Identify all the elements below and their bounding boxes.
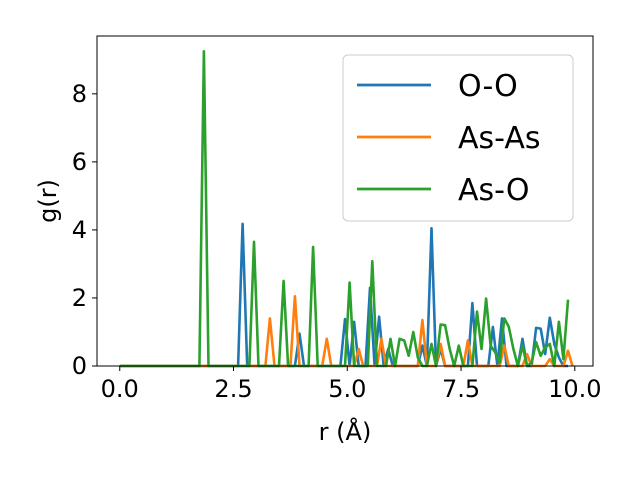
y-tick-label: 0 [72, 352, 87, 380]
legend-label-as-as: As-As [458, 121, 540, 156]
y-tick-label: 6 [72, 148, 87, 176]
y-axis-ticks: 0 2 4 6 8 [72, 80, 97, 380]
x-tick-label: 5.0 [328, 375, 366, 403]
x-tick-label: 0.0 [101, 375, 139, 403]
x-tick-label: 10.0 [548, 375, 601, 403]
x-tick-label: 2.5 [214, 375, 252, 403]
axes-frame [96, 35, 594, 367]
y-axis-label: g(r) [34, 179, 62, 223]
x-axis-ticks: 0.0 2.5 5.0 7.5 10.0 [101, 366, 602, 403]
legend-label-as-o: As-O [458, 173, 529, 208]
y-tick-label: 2 [72, 284, 87, 312]
x-tick-label: 7.5 [442, 375, 480, 403]
y-tick-label: 4 [72, 216, 87, 244]
y-tick-label: 8 [72, 80, 87, 108]
legend-label-o-o: O-O [458, 69, 518, 104]
legend-box [342, 54, 574, 222]
legend: O-O As-As As-O [342, 54, 574, 222]
x-axis-label: r (Å) [319, 417, 372, 446]
